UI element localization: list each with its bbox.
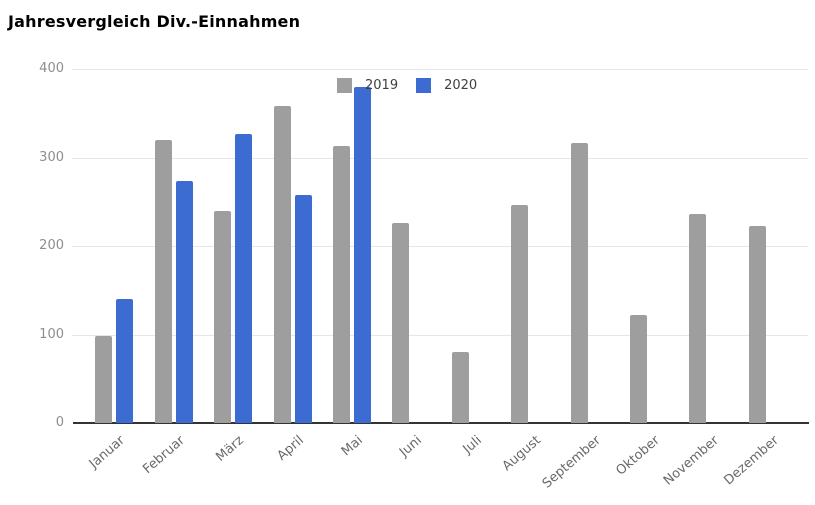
y-tick-label-300: 300	[39, 149, 64, 165]
bar-2020-maerz[interactable]	[235, 134, 253, 423]
bar-2019-juni[interactable]	[392, 222, 410, 423]
legend-swatch-2020	[416, 78, 432, 93]
bar-2019-september[interactable]	[570, 143, 588, 423]
bar-2019-maerz[interactable]	[214, 210, 232, 423]
bar-2019-dezember[interactable]	[748, 225, 766, 423]
gridline-300	[72, 157, 808, 159]
legend-label-2020: 2020	[444, 78, 478, 93]
bar-2019-mai[interactable]	[333, 145, 350, 423]
gridline-200	[72, 246, 808, 247]
bar-2019-januar[interactable]	[95, 336, 113, 423]
bar-2019-oktober[interactable]	[630, 315, 647, 423]
chart-title: Jahresvergleich Div.-Einnahmen	[8, 12, 301, 31]
legend-item-2019: 2019	[337, 78, 398, 93]
y-tick-label-200: 200	[39, 238, 64, 253]
bar-2019-april[interactable]	[273, 106, 291, 423]
x-axis-line	[73, 422, 809, 424]
y-tick-label-0: 0	[55, 415, 64, 430]
y-tick-label-400: 400	[39, 61, 64, 76]
legend: 2019 2020	[337, 78, 477, 93]
bar-2020-januar[interactable]	[116, 299, 134, 423]
bar-2020-februar[interactable]	[175, 180, 193, 423]
gridline-400	[72, 69, 808, 70]
bar-2019-november[interactable]	[689, 214, 707, 423]
bar-2020-mai[interactable]	[354, 86, 371, 423]
bar-2019-august[interactable]	[511, 205, 529, 423]
legend-item-2020: 2020	[416, 78, 477, 93]
y-tick-label-100: 100	[39, 326, 64, 342]
bar-2020-april[interactable]	[294, 194, 312, 423]
bar-2019-juli[interactable]	[451, 352, 469, 423]
legend-label-2019: 2019	[365, 78, 399, 93]
gridline-100	[72, 334, 808, 336]
bar-2019-februar[interactable]	[154, 139, 172, 423]
legend-swatch-2019	[337, 78, 352, 93]
